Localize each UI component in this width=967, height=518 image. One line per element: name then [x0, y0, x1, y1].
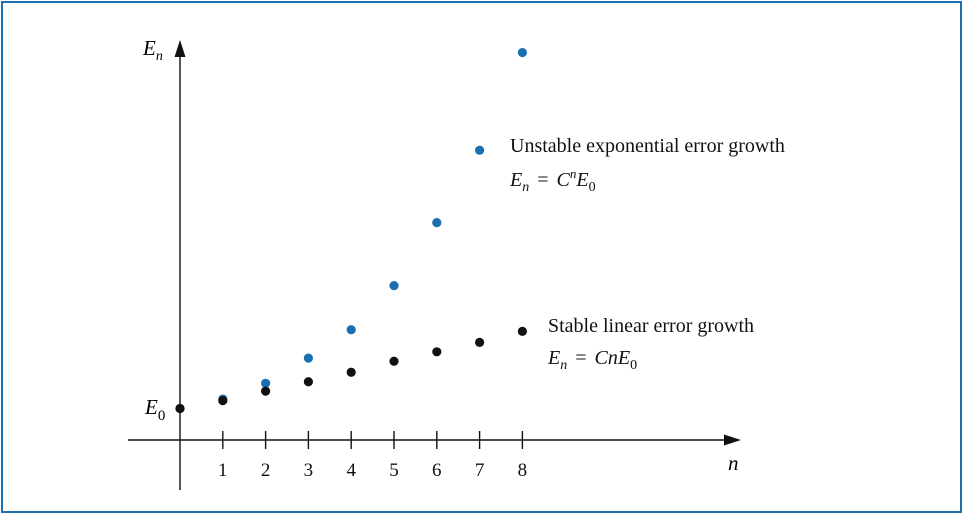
x-tick-label-7: 7 [475, 460, 485, 481]
annotation-stable: Stable linear error growth En = CnE0 [547, 315, 754, 373]
point-stable-8 [517, 326, 528, 336]
point-unstable-5 [389, 281, 399, 291]
x-axis-ticks: 1 2 3 4 5 6 7 8 [218, 431, 527, 481]
point-stable-7 [475, 337, 485, 347]
y-axis-label: En [142, 36, 163, 64]
x-tick-label-5: 5 [389, 460, 399, 481]
annotation-unstable: Unstable exponential error growth En = CnE… [509, 135, 785, 195]
x-tick-label-3: 3 [304, 460, 314, 481]
y-axis-origin-label: E0 [144, 395, 165, 424]
x-tick-label-6: 6 [432, 460, 442, 481]
point-unstable-2 [261, 378, 271, 388]
point-stable-1 [218, 396, 228, 406]
x-tick-label-8: 8 [518, 460, 528, 481]
point-stable-2 [261, 386, 271, 396]
x-tick-label-1: 1 [218, 460, 228, 481]
point-stable-5 [389, 356, 399, 366]
point-unstable-3 [303, 353, 313, 363]
point-stable-3 [303, 377, 313, 387]
series-label-unstable: Unstable exponential error growth [510, 135, 785, 157]
x-tick-label-4: 4 [346, 460, 356, 481]
x-tick-label-2: 2 [261, 460, 271, 481]
data-points [175, 47, 528, 414]
point-stable-4 [346, 367, 356, 377]
point-stable-6 [432, 347, 442, 357]
y-axis-arrowhead [174, 40, 186, 57]
x-axis-label: n [728, 451, 739, 475]
series-label-stable: Stable linear error growth [548, 315, 754, 337]
point-stable-0 [175, 403, 185, 414]
point-unstable-7 [475, 145, 485, 155]
point-unstable-8 [517, 47, 528, 58]
x-axis-arrowhead [724, 434, 741, 446]
formula-unstable: En = CnE0 [509, 166, 596, 195]
point-unstable-6 [432, 218, 442, 228]
formula-stable: En = CnE0 [547, 347, 637, 373]
point-unstable-4 [346, 325, 356, 335]
